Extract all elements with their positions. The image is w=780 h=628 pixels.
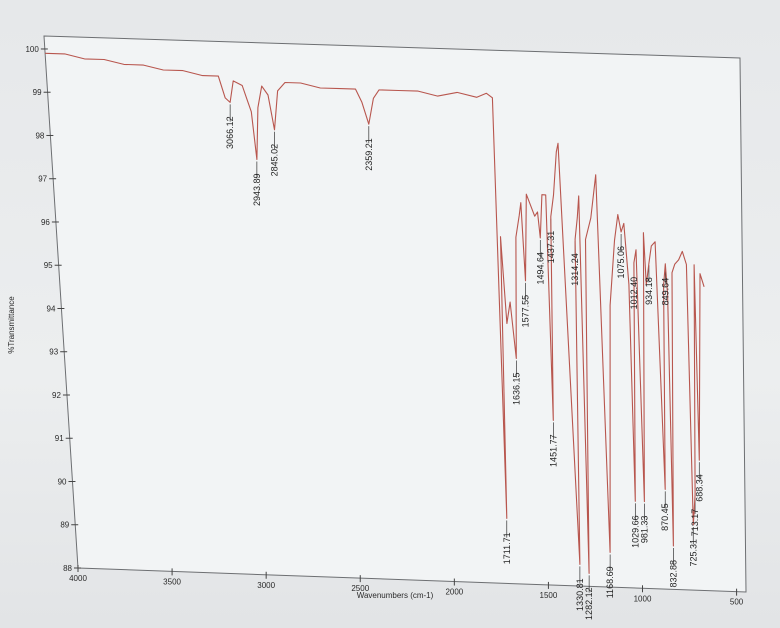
y-tick-label: 93 <box>49 348 58 357</box>
peak-label: 1075.06 <box>616 246 626 279</box>
y-tick-label: 100 <box>25 45 39 54</box>
spectrum-series <box>45 52 705 574</box>
peak-label: 1494.64 <box>535 252 545 285</box>
peak-label: 1282.12 <box>584 587 594 620</box>
peak-label: 2845.02 <box>270 144 280 177</box>
x-tick-label: 4000 <box>69 574 87 583</box>
y-tick-label: 94 <box>47 304 56 313</box>
peak-label: 688.34 <box>694 474 704 502</box>
peak-label: 1437.31 <box>546 231 556 264</box>
peak-label: 1330.81 <box>575 578 585 611</box>
y-tick-label: 90 <box>58 477 67 486</box>
x-axis-title: Wavenumbers (cm-1) <box>357 591 434 600</box>
y-tick-label: 91 <box>55 434 64 443</box>
plot-area <box>43 35 747 593</box>
y-tick-label: 88 <box>63 564 72 573</box>
y-tick-label: 92 <box>52 391 61 400</box>
x-tick-label: 3000 <box>257 581 275 590</box>
peak-label: 832.88 <box>668 560 678 588</box>
y-tick-label: 97 <box>38 175 47 184</box>
peak-label: 1451.77 <box>548 434 558 467</box>
peak-label: 870.45 <box>660 503 670 531</box>
peak-label: 3066.12 <box>225 116 235 149</box>
peak-label: 1711.71 <box>502 532 512 564</box>
x-tick-label: 500 <box>730 598 744 607</box>
peak-label: 1168.69 <box>605 566 615 598</box>
peak-label: 1314.24 <box>570 253 580 286</box>
y-axis-title: %Transmittance <box>7 296 16 354</box>
transmittance-line <box>45 52 705 574</box>
peak-label: 981.33 <box>639 516 649 544</box>
peak-label: 725.31 <box>688 539 698 567</box>
peak-label: 1012.40 <box>629 277 639 310</box>
peak-label: 1636.15 <box>511 373 521 406</box>
peak-label: 2359.21 <box>364 138 374 171</box>
peak-label: 713.17 <box>690 509 700 537</box>
x-tick-label: 1500 <box>540 591 558 600</box>
y-tick-label: 99 <box>33 88 42 97</box>
y-tick-label: 98 <box>35 131 44 140</box>
y-tick-label: 96 <box>41 218 50 227</box>
plot-frame <box>43 35 747 593</box>
peak-labels: 3066.12 2943.89 2845.02 2359.21 1711.71 1636.… <box>225 116 704 620</box>
y-tick-label: 89 <box>60 521 69 530</box>
x-tick-label: 2000 <box>445 588 463 597</box>
y-axis: 88 89 90 91 92 93 94 95 96 97 98 99 100 <box>25 45 81 573</box>
peak-label: 849.64 <box>660 278 670 306</box>
peak-label: 1029.66 <box>630 515 640 548</box>
y-tick-label: 95 <box>44 261 53 270</box>
x-tick-label: 1000 <box>634 594 652 603</box>
peak-label: 2943.89 <box>252 174 262 207</box>
x-axis: 4000 3500 3000 2500 2000 1500 1000 500 <box>69 565 744 607</box>
peak-label: 934.18 <box>644 277 654 305</box>
x-tick-label: 3500 <box>163 577 181 586</box>
peak-label: 1577.55 <box>521 295 531 328</box>
x-tick-label: 2500 <box>351 584 369 593</box>
